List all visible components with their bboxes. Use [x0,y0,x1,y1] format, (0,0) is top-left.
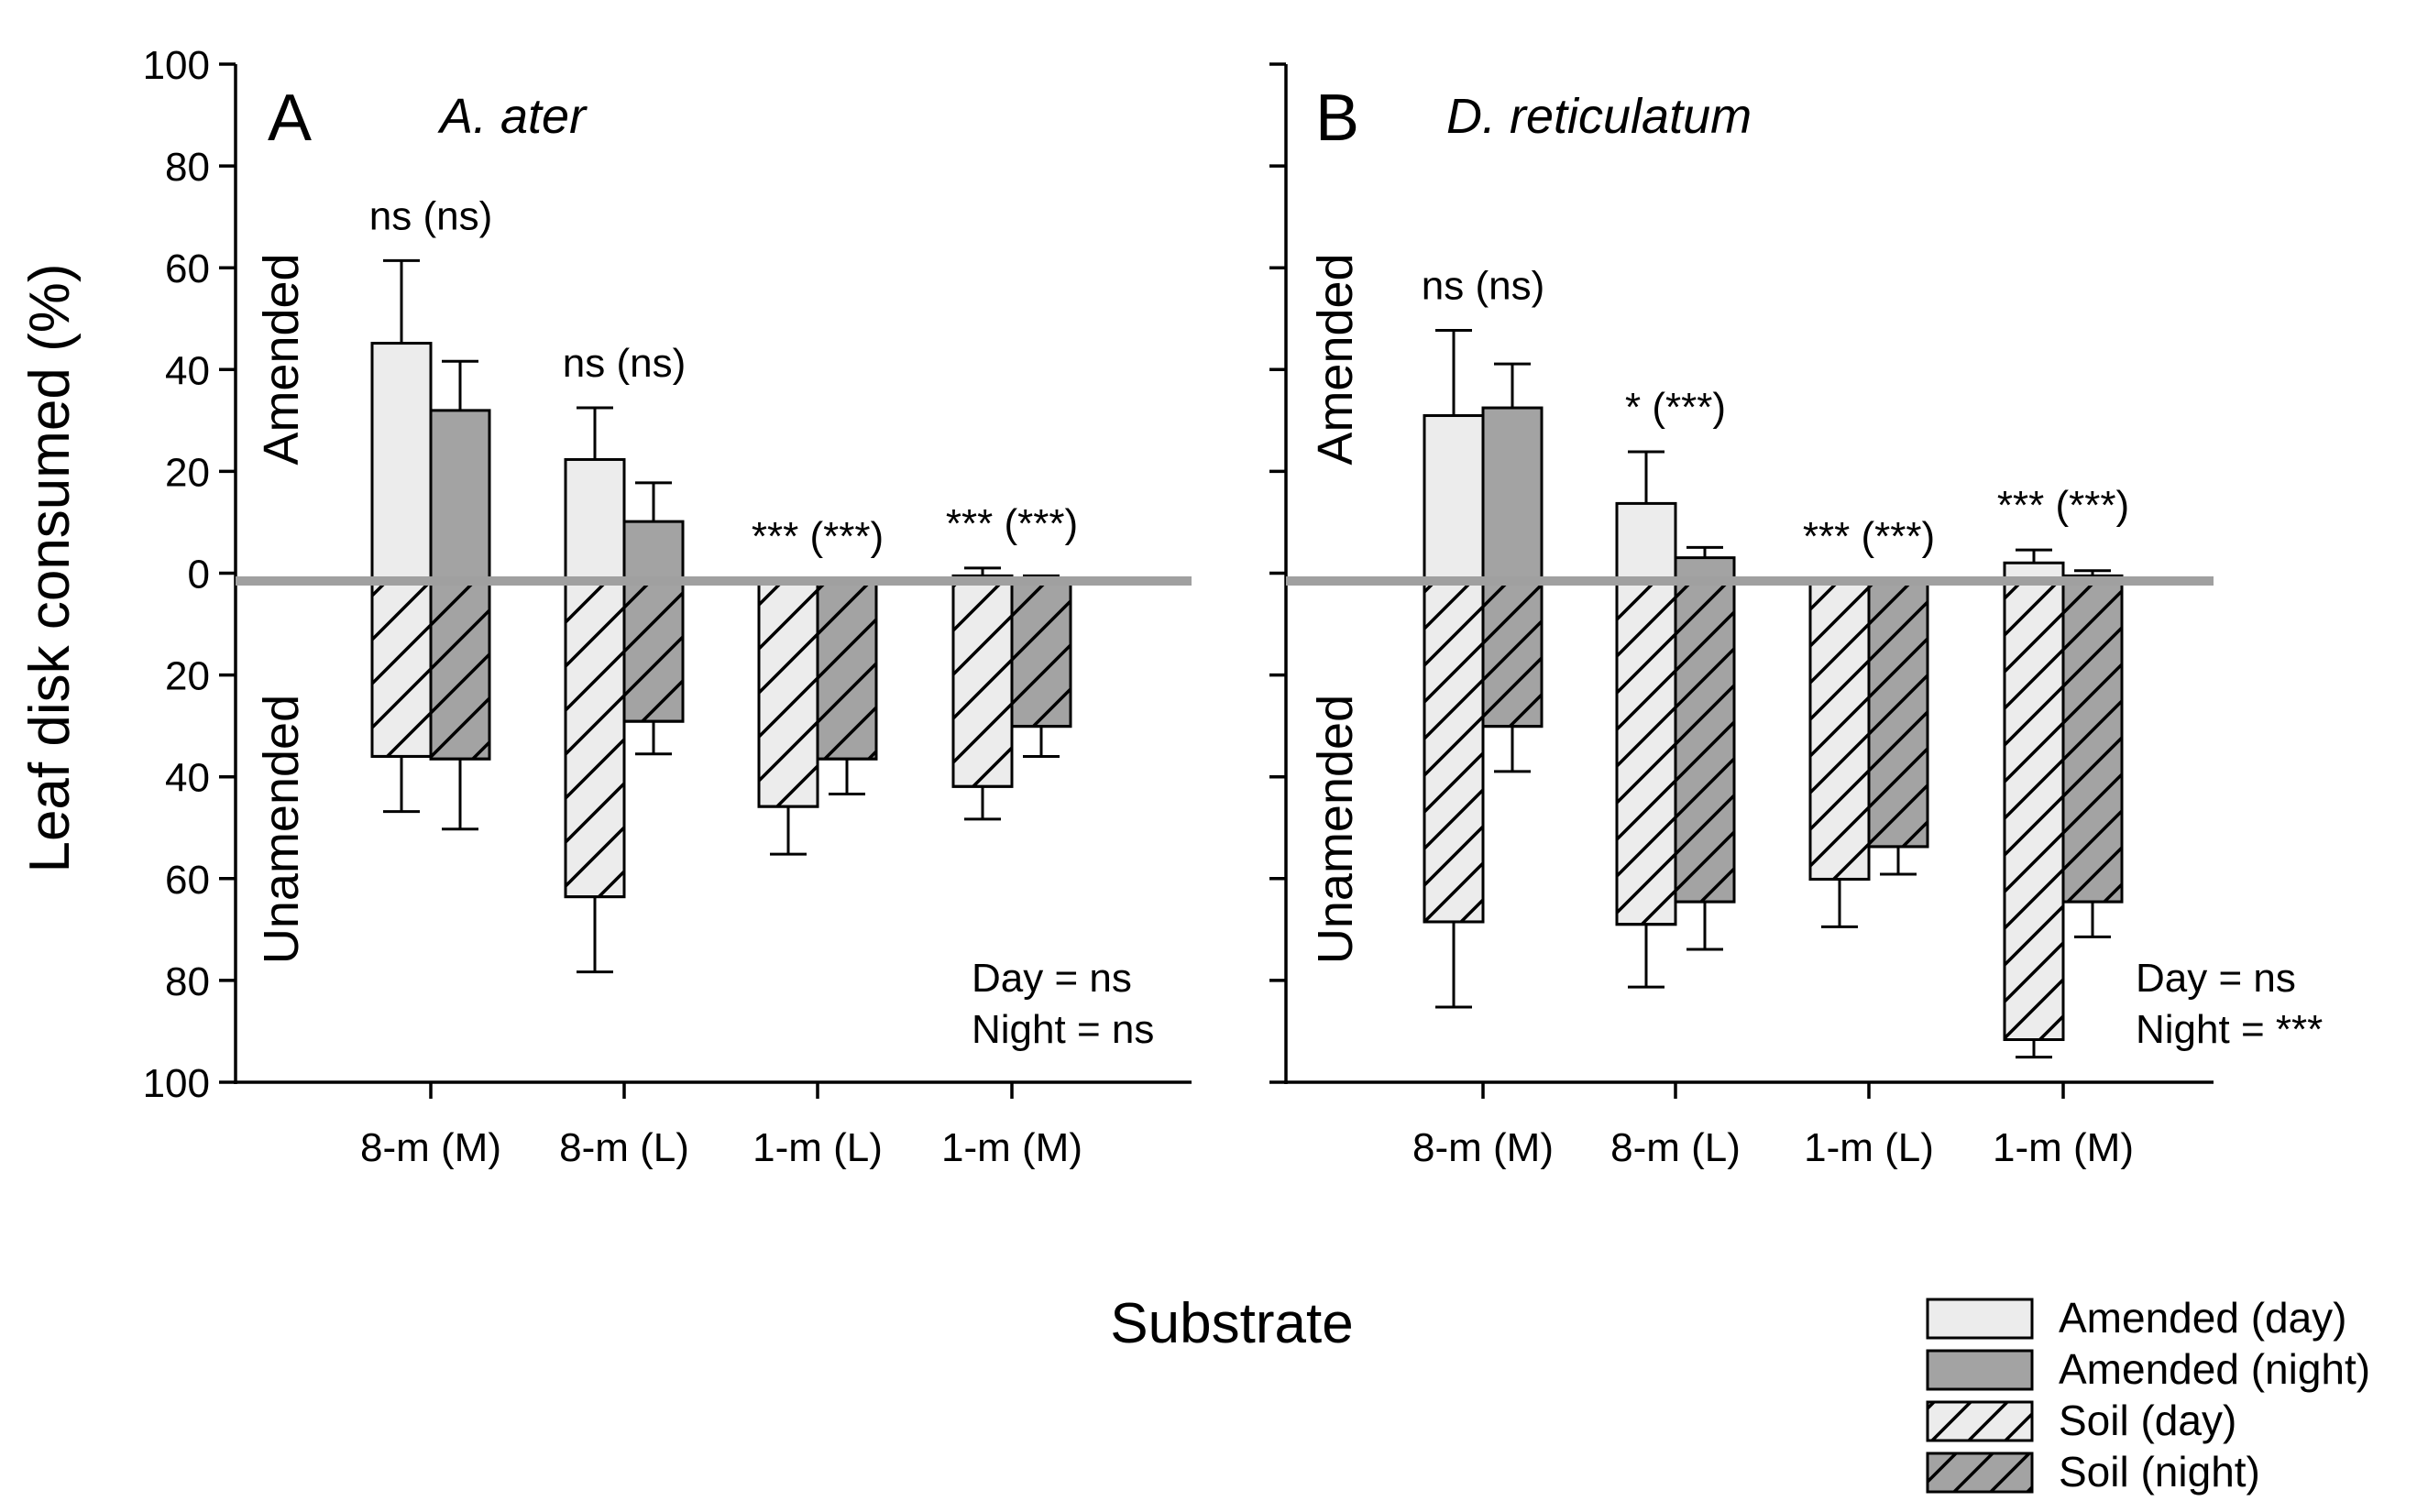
significance-label: *** (***) [1997,483,2129,528]
bar-hatch [370,579,433,758]
stats-day: Day = ns [2136,956,2296,1001]
significance-label: *** (***) [1803,514,1935,559]
significance-label: *** (***) [946,501,1078,546]
y-tick-label: 100 [143,43,210,88]
significance-label: * (***) [1625,385,1726,430]
x-tick-label: 1-m (M) [1993,1125,2134,1170]
bar [1481,406,1544,583]
bar-hatch [1423,579,1485,924]
legend-label: Amended (night) [2059,1345,2370,1393]
bar-hatch [2003,579,2065,1042]
x-tick-label: 8-m (M) [360,1125,501,1170]
x-tick-label: 8-m (L) [1610,1125,1741,1170]
bar [1615,501,1677,583]
y-tick-label: 0 [188,553,210,597]
panel-a: 100 80 60 40 20 0 20 40 60 80 100 8-m (M) 8-m (L) 1-m… [143,43,1192,1170]
bar-hatch [622,579,685,723]
panel-letter: B [1315,82,1359,155]
bar-hatch [816,579,878,761]
y-tick-label: 20 [165,654,210,699]
x-tick-label: 8-m (L) [559,1125,689,1170]
unamended-side-label: Unamended [254,695,309,964]
y-tick-label: 20 [165,450,210,495]
significance-label: ns (ns) [1422,263,1544,308]
bar [1423,414,1485,583]
y-tick-label: 60 [165,858,210,903]
y-tick-label: 100 [143,1061,210,1106]
legend-label: Soil (day) [2059,1397,2236,1444]
y-tick-label: 40 [165,348,210,393]
legend: Amended (day)Amended (night)Soil (day)So… [1926,1294,2370,1496]
amended-side-label: Amended [1308,253,1363,465]
x-axis-title: Substrate [1110,1292,1353,1355]
stats-night: Night = *** [2136,1007,2323,1052]
bar-hatch [2061,579,2124,904]
bar-hatch [951,579,1014,788]
bar-hatch [1010,579,1072,729]
legend-label: Amended (day) [2059,1294,2347,1342]
legend-swatch-hatch [1926,1452,2034,1494]
stats-night: Night = ns [972,1007,1154,1052]
x-tick-label: 1-m (L) [753,1125,883,1170]
significance-label: ns (ns) [563,341,686,386]
bar-hatch [1615,579,1677,926]
legend-swatch-hatch [1926,1400,2034,1442]
amended-side-label: Amended [254,253,309,465]
x-tick-label: 1-m (M) [941,1125,1082,1170]
stats-day: Day = ns [972,956,1132,1001]
panel-title: D. reticulatum [1446,89,1752,144]
legend-swatch [1926,1298,2034,1340]
bar-hatch [564,579,626,899]
x-tick-label: 1-m (L) [1804,1125,1934,1170]
bar [564,457,626,583]
panel-title: A. ater [437,89,588,144]
bar-hatch [1867,579,1929,849]
bar [622,520,685,583]
y-tick-label: 80 [165,959,210,1004]
y-tick-label: 60 [165,247,210,291]
bar-hatch [1481,579,1544,729]
significance-label: ns (ns) [369,193,492,238]
panel-letter: A [268,82,312,155]
panel-b: 8-m (M) 8-m (L) 1-m (L) 1-m (M) B D. reticula… [1269,62,2323,1170]
unamended-side-label: Unamended [1308,695,1363,964]
bar-hatch [757,579,819,808]
bar-hatch [1808,579,1871,881]
y-tick-label: 40 [165,756,210,801]
y-tick-label: 80 [165,145,210,190]
bar [370,342,433,583]
y-axis-title: Leaf disk consumed (%) [18,263,82,872]
x-tick-label: 8-m (M) [1412,1125,1554,1170]
significance-label: *** (***) [752,514,884,559]
bar-hatch [1674,579,1736,904]
legend-swatch [1926,1349,2034,1391]
bar-hatch [429,579,491,761]
legend-label: Soil (night) [2059,1448,2260,1496]
bar [429,409,491,583]
